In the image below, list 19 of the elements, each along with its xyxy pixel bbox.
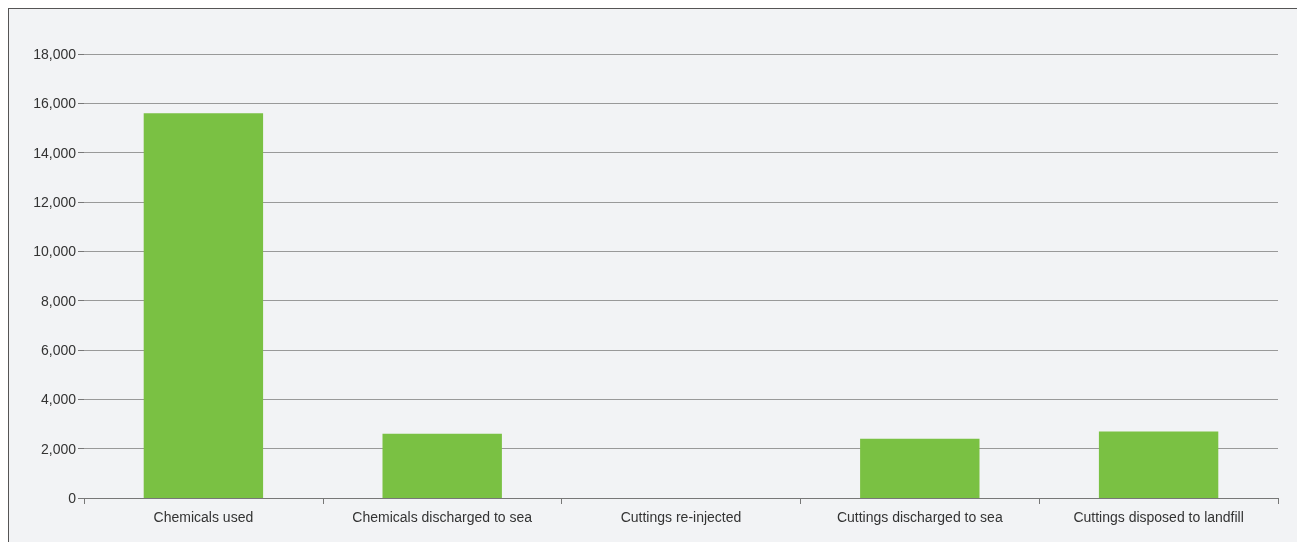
y-tick-label: 18,000 xyxy=(33,46,77,62)
bar xyxy=(1098,431,1219,498)
y-tick-label: 10,000 xyxy=(33,243,77,260)
y-tick-label: 4,000 xyxy=(40,391,77,408)
y-tick-label: 8,000 xyxy=(40,292,77,309)
bar xyxy=(860,438,980,498)
y-tick-label: 6,000 xyxy=(40,342,77,358)
x-tick-label: Chemicals used xyxy=(153,509,254,525)
y-tick-label: 0 xyxy=(68,490,77,506)
y-tick-label: 12,000 xyxy=(33,194,77,210)
bar xyxy=(143,113,264,498)
x-tick-label: Chemicals discharged to sea xyxy=(352,509,533,525)
y-tick-label: 14,000 xyxy=(33,144,77,161)
y-tick-label: 2,000 xyxy=(40,440,77,457)
y-tick-label: 16,000 xyxy=(33,95,77,112)
bar xyxy=(382,433,502,498)
x-tick-label: Cuttings discharged to sea xyxy=(836,509,1003,525)
x-tick-label: Cuttings disposed to landfill xyxy=(1073,509,1244,525)
x-tick-label: Cuttings re-injected xyxy=(620,509,742,525)
